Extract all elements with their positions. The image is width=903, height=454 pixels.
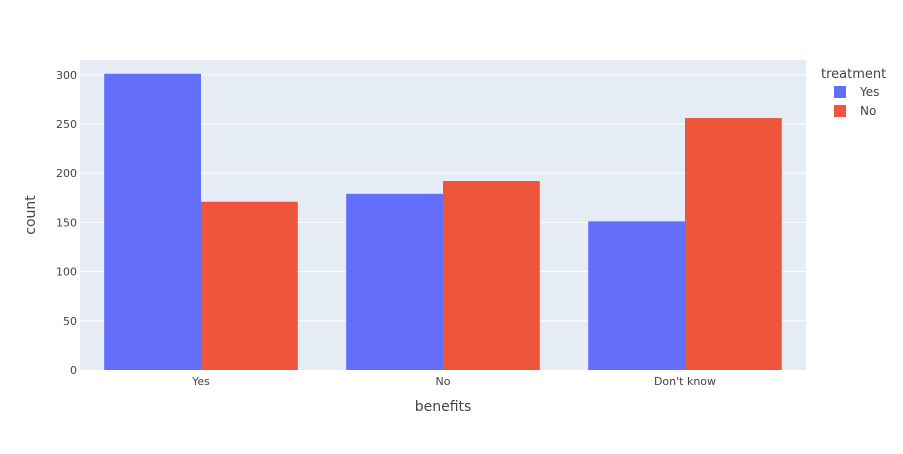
legend-item-no[interactable]: No xyxy=(834,104,876,118)
y-tick-label: 200 xyxy=(56,167,77,180)
y-axis-ticks: 0 50 100 150 200 250 300 xyxy=(56,69,77,377)
bar-yes-don-t-know[interactable] xyxy=(588,221,685,370)
legend-items[interactable]: Yes No xyxy=(834,85,879,118)
bar-yes-no[interactable] xyxy=(346,193,443,370)
y-tick-label: 50 xyxy=(63,315,77,328)
x-axis-ticks: Yes No Don't know xyxy=(191,375,716,388)
legend-label: Yes xyxy=(859,85,879,99)
bar-no-yes[interactable] xyxy=(201,201,298,370)
bar-no-don-t-know[interactable] xyxy=(685,118,782,370)
bars[interactable] xyxy=(104,73,782,371)
y-tick-label: 0 xyxy=(70,364,77,377)
bar-no-no[interactable] xyxy=(443,181,540,370)
y-tick-label: 150 xyxy=(56,216,77,229)
x-axis-title: benefits xyxy=(415,399,472,415)
y-tick-label: 250 xyxy=(56,118,77,131)
y-tick-label: 300 xyxy=(56,69,77,82)
legend-label: No xyxy=(860,104,876,118)
x-tick-label: Yes xyxy=(191,375,210,388)
legend-swatch xyxy=(834,105,846,117)
y-axis-title: count xyxy=(23,195,39,235)
x-tick-label: No xyxy=(436,375,451,388)
bar-yes-yes[interactable] xyxy=(104,73,201,371)
y-tick-label: 100 xyxy=(56,266,77,279)
legend[interactable]: treatment Yes No xyxy=(821,67,886,118)
legend-item-yes[interactable]: Yes xyxy=(834,85,879,99)
legend-title: treatment xyxy=(821,67,886,82)
legend-swatch xyxy=(834,86,846,98)
x-tick-label: Don't know xyxy=(654,375,716,388)
